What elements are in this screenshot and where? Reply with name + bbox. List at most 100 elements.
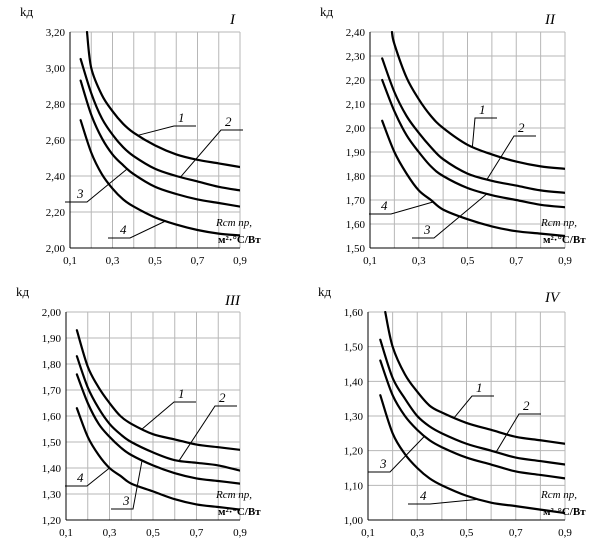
y-tick-label: 1,70	[346, 195, 366, 207]
y-tick-label: 2,40	[46, 171, 66, 183]
y-tick-label: 1,60	[42, 411, 62, 423]
x-tick-label: 0,1	[59, 527, 73, 539]
series-4-leader	[65, 467, 110, 487]
series-3-label: 3	[122, 493, 130, 508]
x-tick-label: 0,5	[146, 527, 160, 539]
y-tick-label: 2,20	[46, 207, 66, 219]
x-tick-label: 0,1	[363, 255, 377, 267]
series-3-line	[381, 78, 565, 209]
x-axis-label: Rст пр,	[540, 489, 577, 501]
x-tick-label: 0,7	[509, 527, 523, 539]
series-4-line	[379, 394, 565, 515]
series-2-leader	[495, 413, 541, 453]
x-tick-label: 0,3	[412, 255, 426, 267]
x-tick-label: 0,5	[148, 255, 162, 267]
y-tick-label: 1,50	[346, 243, 366, 255]
x-axis-label: Rст пр,	[215, 217, 252, 229]
series-3-label: 3	[76, 186, 84, 201]
series-2-line	[79, 57, 240, 192]
series-4-leader	[369, 201, 434, 215]
y-tick-label: 2,00	[346, 123, 366, 135]
y-tick-label: 2,10	[346, 99, 366, 111]
y-tick-label: 1,20	[42, 515, 62, 527]
y-tick-label: 2,20	[346, 75, 366, 87]
series-1-label: 1	[479, 102, 486, 117]
x-axis-label: Rст пр,	[215, 489, 252, 501]
y-tick-label: 3,00	[46, 63, 66, 75]
x-tick-label: 0,7	[191, 255, 205, 267]
series-2-label: 2	[219, 390, 226, 405]
y-tick-label: 2,60	[46, 135, 66, 147]
series-3-leader	[65, 168, 128, 203]
panel-title: I	[229, 12, 236, 28]
series-1-line	[75, 329, 240, 451]
series-3-leader	[111, 460, 143, 510]
panel-title: IV	[544, 290, 561, 306]
series-1-label: 1	[476, 380, 483, 395]
x-axis-unit: м²·°С/Вт	[543, 234, 586, 246]
series-1-line	[85, 31, 240, 169]
y-axis-label: kд	[320, 4, 334, 19]
series-1-label: 1	[178, 110, 185, 125]
y-axis-label: kд	[318, 284, 332, 299]
x-tick-label: 0,9	[233, 255, 247, 267]
chart-panel-3: 1,20 1,30 1,40 1,50 1,60 1,70 1,80 1,90 2,00 0,1 0…	[16, 284, 261, 539]
y-tick-label: 1,40	[344, 376, 364, 388]
series-1-label: 1	[178, 386, 185, 401]
x-axis-label: Rст пр,	[540, 217, 577, 229]
y-tick-label: 2,00	[42, 307, 62, 319]
series-3-line	[79, 79, 240, 208]
series-4-line	[75, 407, 240, 511]
y-tick-label: 1,20	[344, 446, 364, 458]
y-axis-label: kд	[20, 4, 34, 19]
x-tick-label: 0,5	[461, 255, 475, 267]
series-2-label: 2	[518, 120, 525, 135]
series-2-line	[379, 338, 565, 466]
series-4-label: 4	[77, 470, 84, 485]
y-tick-label: 3,20	[46, 27, 66, 39]
series-3-leader	[368, 435, 425, 473]
series-2-leader	[180, 129, 243, 178]
x-tick-label: 0,7	[509, 255, 523, 267]
y-tick-label: 1,50	[344, 342, 364, 354]
series-3-line	[75, 373, 240, 485]
series-1-leader	[141, 401, 196, 430]
series-2-line	[381, 57, 565, 194]
series-1-leader	[453, 395, 494, 419]
series-2-leader	[486, 135, 536, 180]
x-tick-label: 0,9	[233, 527, 247, 539]
y-tick-label: 1,90	[346, 147, 366, 159]
x-tick-label: 0,7	[190, 527, 204, 539]
y-tick-label: 2,00	[46, 243, 66, 255]
x-tick-label: 0,5	[460, 527, 474, 539]
x-tick-label: 0,3	[106, 255, 120, 267]
chart-panel-4: 1,00 1,10 1,20 1,30 1,40 1,50 1,60 0,1 0,3 0,5 0,7…	[318, 284, 586, 539]
series-2-leader	[178, 405, 237, 461]
y-tick-label: 1,90	[42, 333, 62, 345]
panel-title: II	[544, 12, 556, 28]
series-1-leader	[471, 117, 497, 147]
x-tick-label: 0,9	[558, 527, 572, 539]
panel-title: III	[224, 293, 241, 309]
y-tick-label: 1,70	[42, 385, 62, 397]
series-4-line	[381, 119, 565, 238]
series-1-leader	[137, 125, 196, 136]
series-1-line	[384, 311, 565, 445]
y-tick-label: 1,80	[346, 171, 366, 183]
y-tick-label: 1,60	[344, 307, 364, 319]
y-tick-label: 2,40	[346, 27, 366, 39]
series-3-leader	[412, 193, 488, 239]
y-tick-label: 1,60	[346, 219, 366, 231]
x-tick-label: 0,1	[361, 527, 375, 539]
y-tick-label: 1,50	[42, 437, 62, 449]
series-4-leader	[408, 498, 479, 505]
y-tick-label: 1,80	[42, 359, 62, 371]
series-2-line	[75, 355, 240, 472]
y-tick-label: 1,10	[344, 480, 364, 492]
series-3-line	[379, 359, 565, 480]
x-tick-label: 0,1	[63, 255, 77, 267]
y-tick-label: 2,30	[346, 51, 366, 63]
x-tick-label: 0,3	[103, 527, 117, 539]
x-tick-label: 0,3	[410, 527, 424, 539]
